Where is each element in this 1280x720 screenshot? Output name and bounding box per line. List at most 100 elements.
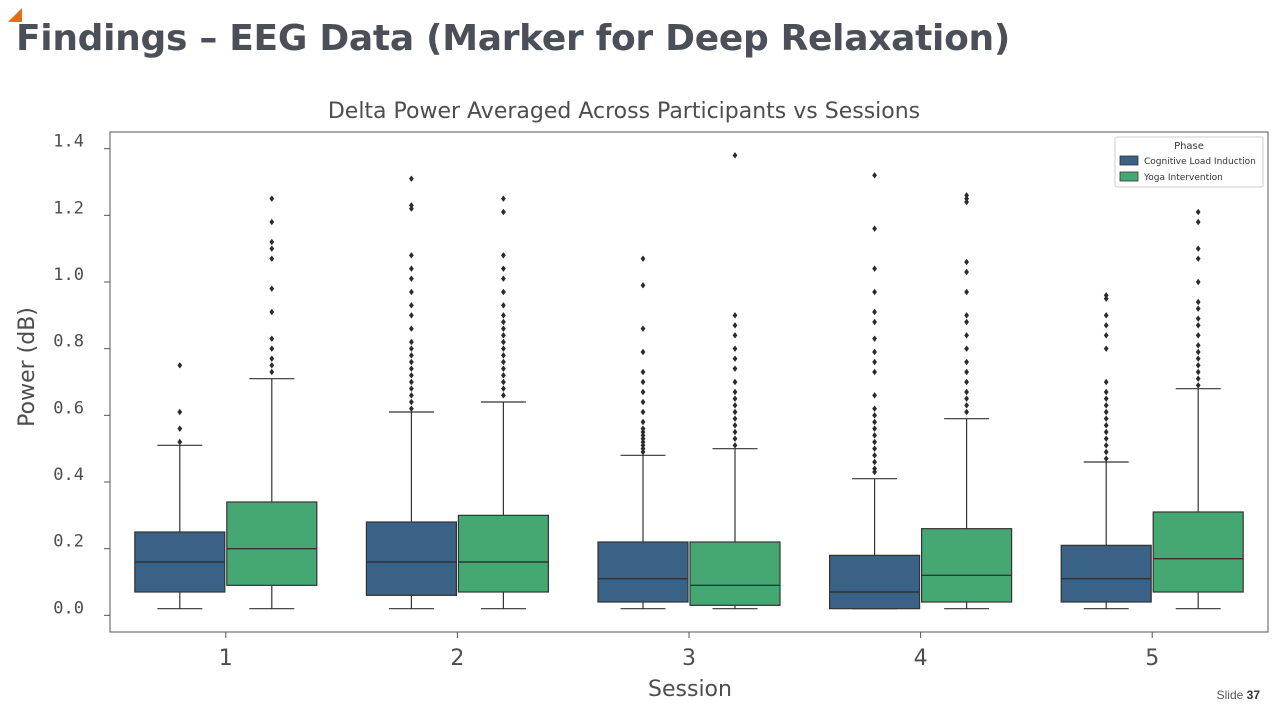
x-tick-label: 3	[682, 646, 696, 671]
outlier-point	[872, 405, 877, 412]
outlier-point	[177, 408, 183, 416]
outlier-point	[409, 352, 414, 359]
box-cognitive-load-session-4	[828, 554, 921, 610]
outlier-point	[1103, 448, 1109, 456]
slide-title: Findings – EEG Data (Marker for Deep Rel…	[16, 18, 1010, 59]
outlier-point	[1195, 245, 1201, 252]
y-tick-label: 1.2	[53, 198, 84, 218]
outlier-point	[732, 332, 738, 339]
outlier-point	[269, 218, 275, 226]
outlier-point	[732, 415, 738, 422]
outlier-point	[1195, 368, 1201, 376]
outlier-point	[1195, 348, 1201, 356]
outlier-point	[872, 318, 877, 326]
legend-swatch	[1119, 171, 1139, 182]
outlier-point	[501, 365, 506, 372]
legend-swatch	[1119, 155, 1139, 166]
x-tick-label: 4	[914, 646, 928, 671]
outlier-point	[964, 402, 969, 409]
outlier-point	[1103, 292, 1109, 299]
outlier-point	[501, 252, 506, 259]
outlier-point	[732, 378, 738, 386]
outlier-point	[640, 378, 646, 386]
outlier-point	[1103, 322, 1109, 329]
outlier-point	[501, 208, 506, 216]
outlier-point	[409, 205, 414, 212]
outlier-point	[1103, 378, 1109, 386]
outlier-point	[269, 285, 275, 292]
outlier-point	[1195, 342, 1201, 349]
outlier-point	[1103, 435, 1109, 442]
outlier-point	[640, 388, 646, 396]
y-tick-label: 1.0	[53, 265, 84, 285]
outlier-point	[269, 255, 275, 262]
outlier-point	[872, 468, 877, 476]
x-tick-label: 1	[219, 646, 233, 671]
outlier-point	[732, 345, 738, 352]
outlier-point	[640, 445, 646, 452]
outlier-point	[732, 408, 738, 416]
slide-footer: Slide 37	[1217, 688, 1260, 702]
outlier-point	[640, 408, 646, 416]
outlier-point	[1195, 305, 1201, 312]
chart-title: Delta Power Averaged Across Participants…	[328, 99, 920, 124]
outlier-point	[640, 418, 646, 426]
outlier-point	[501, 332, 506, 339]
outlier-point	[269, 335, 275, 342]
outlier-point	[872, 348, 877, 356]
outlier-point	[964, 358, 969, 366]
outlier-point	[1195, 278, 1201, 286]
outlier-point	[269, 245, 275, 252]
outlier-point	[409, 372, 414, 379]
y-tick-label: 1.4	[53, 132, 84, 152]
box-cognitive-load-session-3	[597, 541, 689, 603]
outlier-point	[501, 345, 506, 352]
outlier-point	[964, 378, 969, 386]
outlier-point	[1103, 402, 1109, 409]
outlier-point	[409, 378, 414, 386]
outlier-point	[1103, 442, 1109, 449]
legend-label: Yoga Intervention	[1143, 173, 1223, 183]
outlier-point	[640, 282, 646, 289]
outlier-point	[640, 398, 646, 406]
outlier-point	[409, 288, 414, 296]
outlier-point	[501, 352, 506, 359]
outlier-point	[732, 442, 738, 449]
outlier-point	[640, 255, 646, 262]
outlier-point	[501, 372, 506, 379]
outlier-point	[1103, 428, 1109, 436]
outlier-point	[269, 362, 275, 369]
outlier-point	[872, 225, 877, 232]
outlier-point	[732, 402, 738, 409]
outlier-point	[872, 418, 877, 426]
outlier-point	[501, 325, 506, 332]
outlier-point	[409, 365, 414, 372]
outlier-point	[1103, 395, 1109, 402]
outlier-point	[640, 435, 646, 442]
outlier-point	[964, 318, 969, 326]
outlier-point	[501, 275, 506, 282]
outlier-point	[501, 288, 506, 296]
outlier-point	[640, 442, 646, 449]
outlier-point	[409, 302, 414, 309]
outlier-point	[269, 195, 275, 202]
outlier-point	[1103, 455, 1109, 462]
outlier-point	[1195, 382, 1201, 389]
legend-box	[1114, 136, 1264, 188]
box-yoga-session-1	[226, 501, 318, 586]
slide-footer-label: Slide	[1216, 688, 1244, 702]
outlier-point	[872, 432, 877, 439]
outlier-point	[409, 392, 414, 399]
outlier-point	[872, 368, 877, 376]
outlier-point	[1103, 332, 1109, 339]
box-yoga-session-3	[689, 541, 781, 606]
outlier-point	[501, 338, 506, 346]
outlier-point	[1103, 312, 1109, 319]
x-tick-label: 5	[1145, 646, 1159, 671]
outlier-point	[964, 408, 969, 416]
outlier-point	[501, 385, 506, 392]
outlier-point	[732, 312, 738, 319]
outlier-point	[269, 308, 275, 316]
outlier-point	[732, 365, 738, 372]
outlier-point	[177, 362, 183, 369]
